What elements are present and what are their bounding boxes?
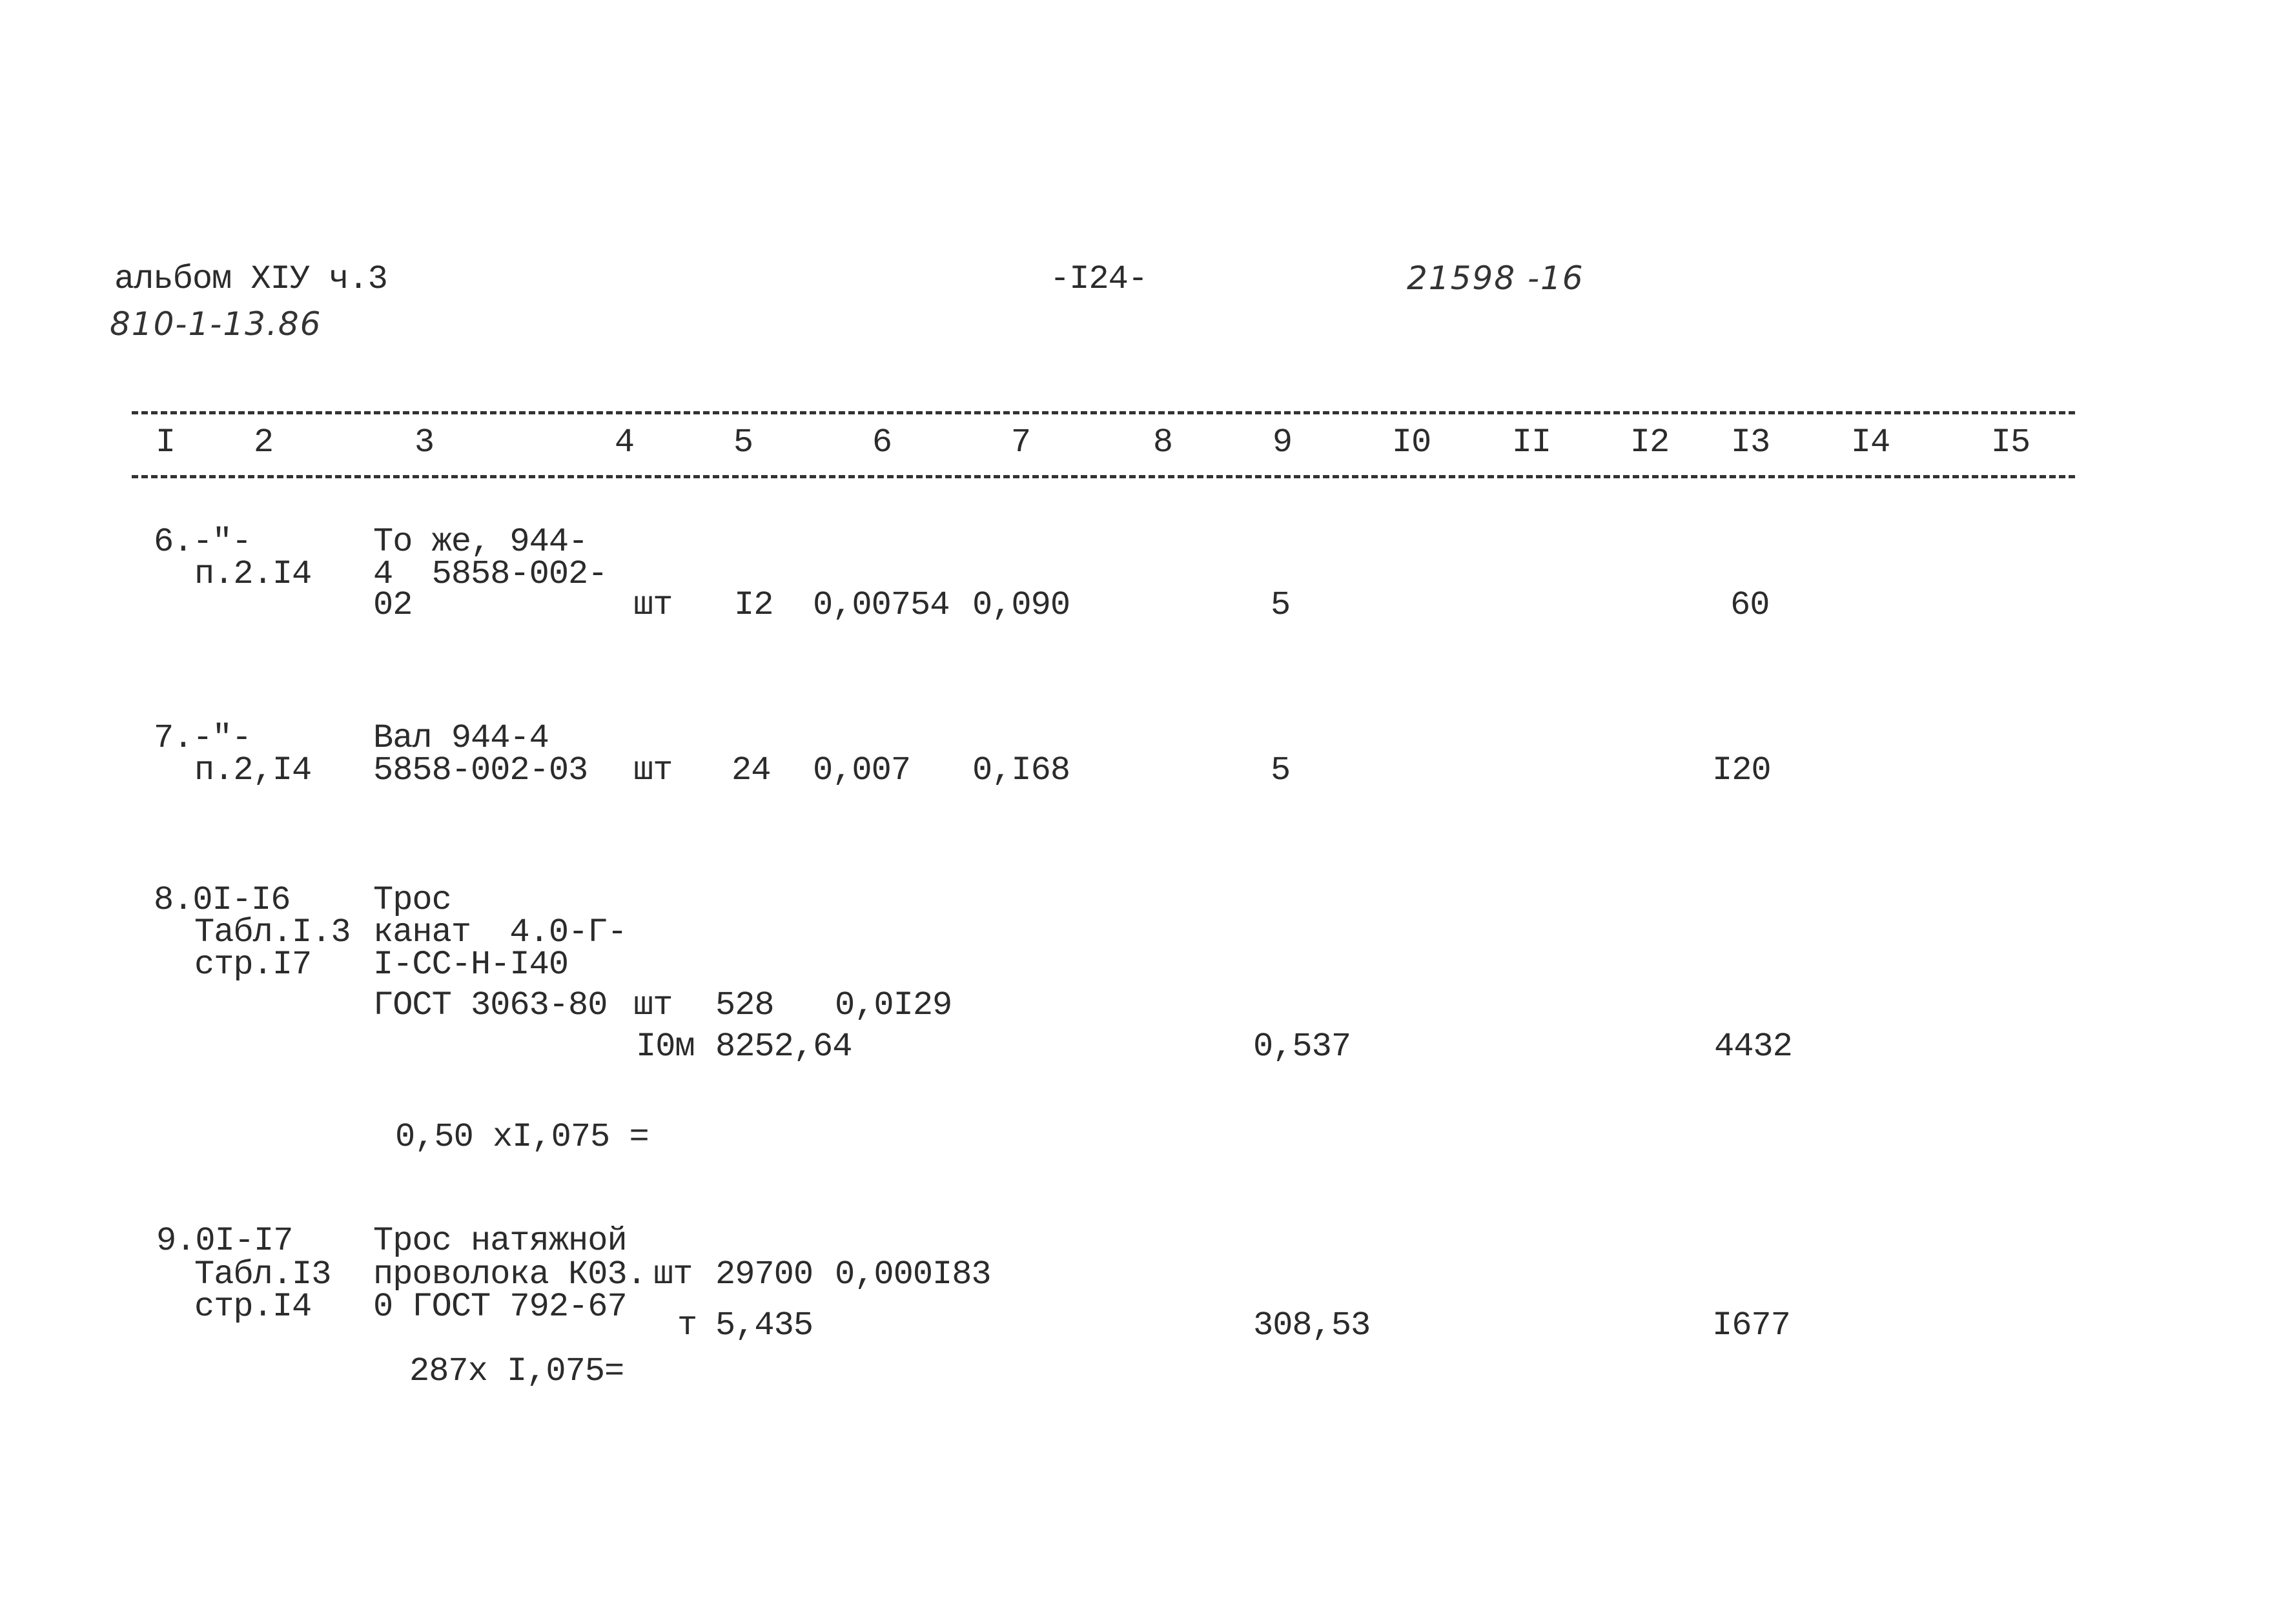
- row-unit-mass: 0,007: [813, 751, 911, 789]
- row-unit-mass: 0,0I29: [835, 986, 952, 1024]
- row-ref: Табл.I3: [194, 1255, 331, 1294]
- row-description: канат 4.0-Г-: [373, 913, 628, 951]
- row-unit: шт: [633, 986, 673, 1024]
- row-ref: п.2.I4: [194, 555, 312, 593]
- column-header: I2: [1630, 423, 1670, 462]
- row-ref: 6.-"-: [154, 523, 252, 561]
- row-description: проволока К03.: [373, 1255, 647, 1294]
- column-header: 3: [414, 423, 435, 462]
- row-ref: 7.-"-: [154, 719, 252, 757]
- row-description: 4 5858-002-: [373, 555, 608, 593]
- row-col9: 308,53: [1253, 1306, 1371, 1345]
- row-ref: стр.I7: [194, 946, 312, 984]
- row-col9: 5: [1271, 586, 1291, 624]
- column-header: 7: [1010, 423, 1031, 462]
- row-formula: 0,50 xI,075 =: [395, 1118, 650, 1156]
- column-header: I5: [1990, 423, 2030, 462]
- row-total-mass: 0,090: [972, 586, 1070, 624]
- table-header-bottom-rule: [132, 475, 2075, 478]
- page-number: -I24-: [1050, 260, 1148, 298]
- column-header: 5: [733, 423, 753, 462]
- column-header: 6: [872, 423, 892, 462]
- row-formula: 287x I,075=: [409, 1352, 624, 1390]
- row-ref: 8.0I-I6: [154, 881, 291, 919]
- row-unit: шт: [633, 586, 673, 624]
- row-unit-secondary: I0м: [636, 1028, 695, 1066]
- row-quantity: I2: [734, 586, 773, 624]
- row-description: Трос: [373, 881, 452, 919]
- row-quantity: 24: [731, 751, 771, 789]
- row-quantity: 29700: [715, 1255, 813, 1294]
- column-header: I3: [1730, 423, 1770, 462]
- row-col13: I20: [1712, 751, 1772, 789]
- row-col9: 5: [1271, 751, 1291, 789]
- album-code-handwritten: 810-1-13.86: [110, 305, 322, 343]
- row-unit: шт: [633, 751, 673, 789]
- row-description: 0 ГОСТ 792-67: [373, 1288, 628, 1326]
- row-description: То же, 944-: [373, 523, 588, 561]
- table-header-top-rule: [132, 411, 2075, 414]
- column-header: I0: [1391, 423, 1431, 462]
- row-quantity: 528: [715, 986, 775, 1024]
- column-header: 8: [1152, 423, 1173, 462]
- row-description: Вал 944-4: [373, 719, 549, 757]
- row-col13: I677: [1712, 1306, 1791, 1345]
- column-header: II: [1511, 423, 1551, 462]
- row-col13: 60: [1730, 586, 1770, 624]
- row-quantity-secondary: 5,435: [715, 1306, 813, 1345]
- row-description: 5858-002-03: [373, 751, 588, 789]
- row-total-mass: 0,I68: [972, 751, 1070, 789]
- column-header: I4: [1850, 423, 1890, 462]
- column-header: 9: [1272, 423, 1293, 462]
- row-ref: Табл.I.3: [194, 913, 351, 951]
- column-header: I: [155, 423, 176, 462]
- row-description: ГОСТ 3063-80: [373, 986, 608, 1024]
- column-header: 2: [253, 423, 274, 462]
- row-ref: п.2,I4: [194, 751, 312, 789]
- row-col9: 0,537: [1253, 1028, 1351, 1066]
- row-unit: шт: [653, 1255, 693, 1294]
- row-ref: 9.0I-I7: [156, 1222, 293, 1260]
- album-title: альбом XIУ ч.3: [114, 260, 388, 298]
- row-description: I-CC-H-I40: [373, 946, 569, 984]
- row-description: Трос натяжной: [373, 1222, 628, 1260]
- row-col13: 4432: [1714, 1028, 1793, 1066]
- document-number-handwritten: 21598 -16: [1407, 259, 1584, 297]
- row-unit-secondary: т: [677, 1306, 697, 1345]
- row-ref: стр.I4: [194, 1288, 312, 1326]
- row-quantity-secondary: 8252,64: [715, 1028, 852, 1066]
- row-description: 02: [373, 586, 413, 624]
- column-header: 4: [614, 423, 635, 462]
- row-unit-mass: 0,000I83: [835, 1255, 992, 1294]
- row-unit-mass: 0,00754: [813, 586, 950, 624]
